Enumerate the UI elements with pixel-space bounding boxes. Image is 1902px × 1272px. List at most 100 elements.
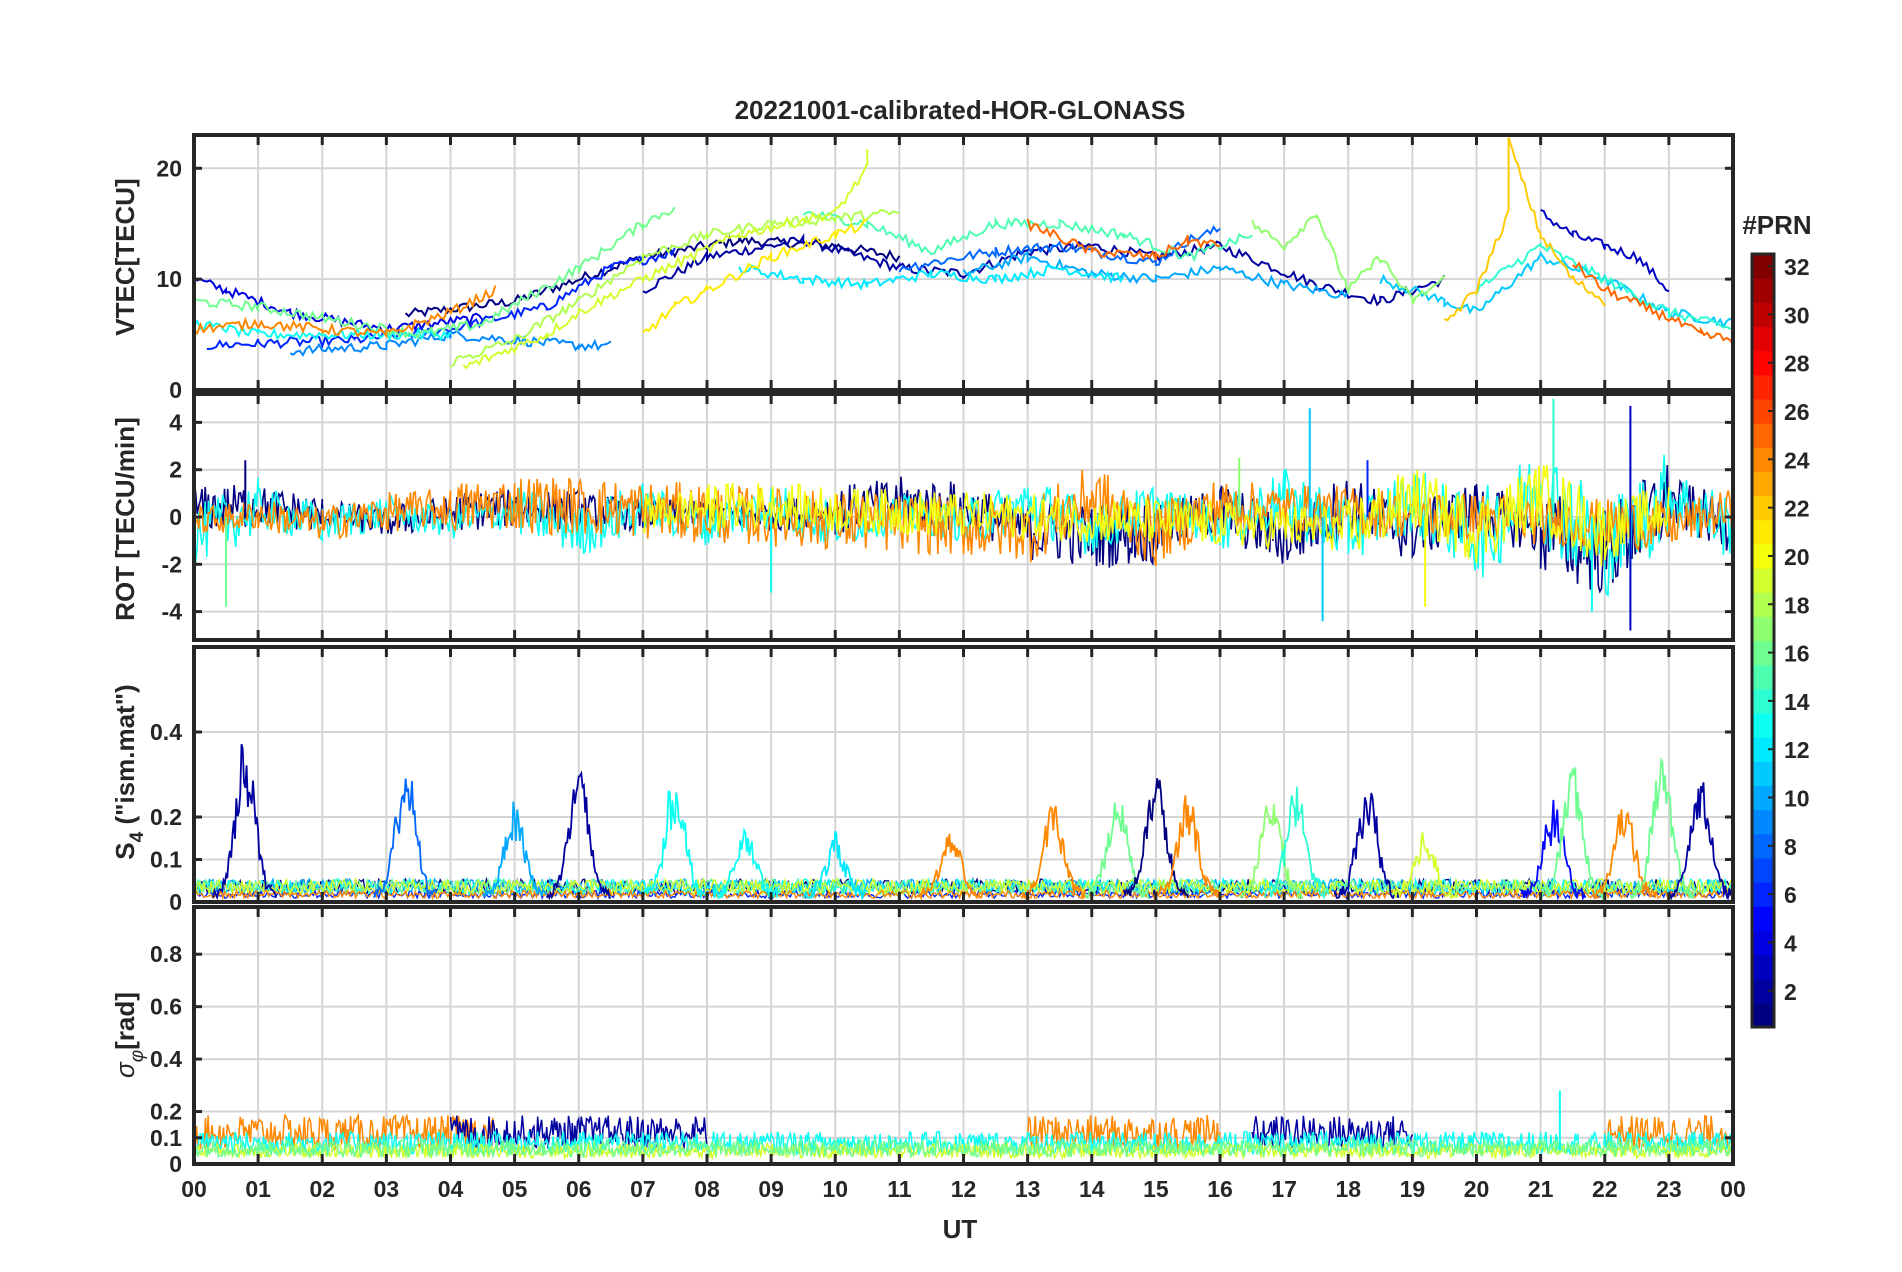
x-tick-label: 07 [630,1176,656,1202]
panel-s4-grid [193,647,1734,903]
x-tick-label: 17 [1271,1176,1297,1202]
peak-prn-16 [1084,802,1150,899]
colorbar-swatch [1752,930,1774,956]
peak-prn-24 [1020,805,1087,902]
colorbar-swatch [1752,423,1774,448]
colorbar-swatch [1752,495,1774,521]
y-tick-label: 0.1 [150,847,182,873]
y-tick-label: 0.6 [150,994,182,1020]
series-prn-24 [193,469,1734,567]
band-prn-16 [193,1137,1734,1160]
chart-title: 20221001-calibrated-HOR-GLONASS [735,95,1186,125]
y-tick-label: -2 [162,551,182,577]
peak-prn-24 [1591,809,1657,899]
series-prn-16 [193,206,676,341]
series-prn-2 [642,232,1446,307]
x-tick-label: 03 [374,1176,400,1202]
series-prn-10 [962,250,1350,299]
colorbar-swatch [1752,833,1774,859]
y-tick-label: 0.1 [150,1125,182,1151]
panel-vtec-grid [193,135,1734,391]
colorbar-swatch [1752,761,1774,787]
colorbar-swatch [1752,254,1774,279]
y-tick-label: 0.4 [150,1046,182,1072]
panel-s4-frame [192,645,1735,904]
series-prn-25 [1572,261,1734,346]
y-tick-label: 0.2 [150,1099,182,1125]
peak-prn-2 [1668,782,1734,901]
colorbar-tick-label: 2 [1784,979,1797,1005]
x-tick-label: 00 [181,1176,207,1202]
colorbar-tick-label: 20 [1784,544,1810,570]
series-prn-15 [802,210,1253,263]
peak-prn-19 [1392,832,1459,901]
colorbar-tick-label: 24 [1784,447,1810,473]
colorbar-swatch [1752,1002,1774,1028]
colorbar-swatch [1752,568,1774,593]
panel-rot-frame [192,392,1735,642]
x-tick-label: 12 [951,1176,977,1202]
x-tick-label: 00 [1720,1176,1746,1202]
panel-vtec-series [193,137,1734,370]
colorbar-swatch [1752,302,1774,328]
panel-vtec-y-ticks: 0 10 20 [156,155,1733,403]
peak-prn-16 [1539,767,1606,902]
colorbar-swatch [1752,326,1774,352]
colorbar-tick-label: 16 [1784,641,1810,667]
x-tick-label: 14 [1079,1176,1105,1202]
y-tick-label: 0.4 [150,719,182,745]
panel-sigma-phi: 00.10.2 0.4 0.6 0.8 σφ[rad] [110,905,1735,1177]
colorbar-swatch [1752,592,1774,617]
x-tick-label: 23 [1656,1176,1682,1202]
colorbar-swatch [1752,906,1774,931]
colorbar-swatch [1752,882,1774,907]
x-tick-label: 22 [1592,1176,1618,1202]
y-tick-label: 10 [156,266,182,292]
series-prn-13 [193,319,452,342]
colorbar-swatch [1752,640,1774,666]
panel-sigma-phi-frame [192,905,1735,1166]
colorbar-tick-label: 32 [1784,254,1810,280]
colorbar-swatch [1752,543,1774,569]
panel-rot: -4 -2 0 2 4 ROT [TECU/min] [110,392,1735,642]
peak-prn-5 [1520,799,1587,901]
colorbar-swatch [1752,664,1774,690]
peak-prn-17 [1238,804,1304,899]
rot-y-label: ROT [TECU/min] [110,417,140,621]
y-tick-label: 20 [156,155,182,181]
x-tick-label: 13 [1015,1176,1041,1202]
colorbar-tick-label: 4 [1784,930,1797,956]
colorbar-swatch [1752,398,1774,424]
colorbar-swatch [1752,519,1774,545]
colorbar-swatch [1752,374,1774,400]
axes-box [192,392,1735,642]
x-tick-label: 16 [1207,1176,1233,1202]
colorbar-tick-label: 28 [1784,351,1810,377]
peak-prn-2 [212,743,277,901]
peak-prn-13 [712,827,779,900]
y-tick-label: 0 [169,504,182,530]
band-prn-2 [449,1115,708,1152]
series-prn-8 [898,224,1221,273]
x-tick-label: 05 [502,1176,528,1202]
y-tick-label: 0 [169,889,182,915]
colorbar-tick-label: 14 [1784,689,1810,715]
peak-prn-1 [1122,778,1189,899]
colorbar-tick-label: 12 [1784,737,1810,763]
x-tick-label: 10 [822,1176,848,1202]
colorbar-swatches [1750,252,1776,1029]
colorbar-swatch [1752,278,1774,303]
x-tick-label: 18 [1335,1176,1361,1202]
vtec-y-label: VTEC[TECU] [110,178,140,335]
series-prn-3 [1540,209,1670,293]
panel-s4: 0 0.1 0.2 0.4 S4 ("ism.mat") [110,645,1735,915]
y-tick-label: 0 [169,377,182,403]
panel-s4-y-ticks: 0 0.1 0.2 0.4 [150,719,1733,915]
peak-prn-2 [545,770,611,901]
x-tick-label: 15 [1143,1176,1169,1202]
colorbar-swatch [1752,785,1774,811]
colorbar-swatch [1752,809,1774,835]
colorbar-swatch [1752,857,1774,883]
y-tick-label: 0.2 [150,804,182,830]
